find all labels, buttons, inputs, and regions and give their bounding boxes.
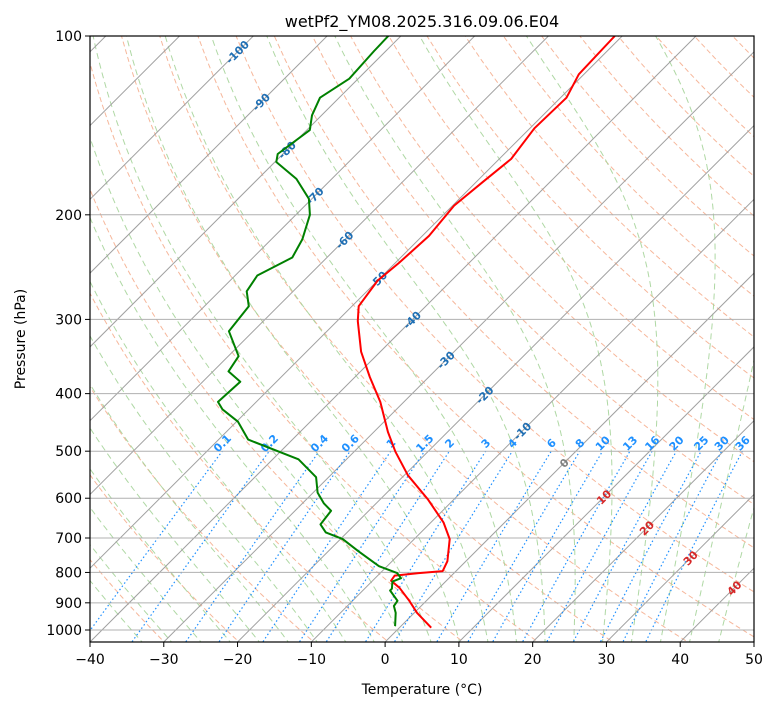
y-tick-label: 800 bbox=[55, 565, 82, 581]
mixing-ratio-line bbox=[364, 450, 487, 642]
isotherm bbox=[90, 36, 550, 496]
dry-adiabat bbox=[464, 36, 754, 338]
y-tick-label: 600 bbox=[55, 491, 82, 507]
dry-adiabat bbox=[90, 61, 539, 642]
axes: −40 −30 −20 −10 0 10 20 30 40 50 100 200 300 400 500 60… bbox=[46, 29, 763, 668]
x-tick-label: 50 bbox=[745, 652, 763, 668]
isotherm bbox=[384, 272, 754, 642]
isotherm bbox=[90, 36, 623, 569]
dry-adiabat bbox=[311, 36, 754, 506]
x-tick-label: −20 bbox=[223, 652, 253, 668]
mixing-ratio-line bbox=[645, 450, 743, 642]
mixing-ratio-line bbox=[491, 450, 604, 642]
dry-adiabat bbox=[197, 36, 754, 638]
moist-adiabat bbox=[90, 383, 289, 642]
isotherm bbox=[90, 36, 328, 274]
y-tick-label: 500 bbox=[55, 444, 82, 460]
isotherm bbox=[236, 124, 754, 642]
mixing-ratio-line bbox=[393, 450, 513, 642]
mixing-ratio-line bbox=[572, 450, 677, 642]
mixing-ratio-line bbox=[325, 450, 450, 642]
mixing-ratio-line bbox=[622, 450, 723, 642]
x-tick-label: 0 bbox=[381, 652, 390, 668]
mixing-ratio-line bbox=[90, 450, 223, 632]
moist-adiabat bbox=[90, 506, 202, 642]
x-tick-label: 30 bbox=[598, 652, 616, 668]
y-tick-label: 900 bbox=[55, 596, 82, 612]
mixing-ratio-line bbox=[467, 450, 581, 642]
mixing-ratio-line bbox=[184, 450, 320, 642]
x-tick-label: −40 bbox=[75, 652, 105, 668]
x-tick-label: −30 bbox=[149, 652, 179, 668]
profiles bbox=[217, 36, 616, 629]
isotherm bbox=[531, 419, 754, 642]
mixing-ratio-line bbox=[599, 450, 702, 642]
dewpoint-profile bbox=[217, 36, 402, 627]
x-tick-label: 10 bbox=[450, 652, 468, 668]
plot-frame bbox=[89, 35, 755, 643]
pressure-grid bbox=[90, 36, 754, 631]
chart-title: wetPf2_YM08.2025.316.09.06.E04 bbox=[285, 12, 559, 32]
isotherm bbox=[163, 51, 754, 642]
isotherm bbox=[90, 36, 697, 642]
isotherm bbox=[90, 36, 476, 422]
y-tick-label: 700 bbox=[55, 531, 82, 547]
mixing-ratio-line bbox=[262, 450, 392, 642]
isotherm bbox=[310, 198, 754, 642]
moist-adiabat bbox=[90, 136, 404, 642]
x-tick-label: 40 bbox=[671, 652, 689, 668]
x-axis-label: Temperature (°C) bbox=[361, 682, 483, 698]
y-axis-label: Pressure (hPa) bbox=[13, 289, 29, 389]
isotherm bbox=[90, 36, 255, 201]
y-tick-label: 300 bbox=[55, 312, 82, 328]
y-tick-label: 100 bbox=[55, 29, 82, 45]
moist-adiabat bbox=[90, 427, 261, 642]
isotherm bbox=[458, 346, 754, 642]
x-tick-label: 20 bbox=[524, 652, 542, 668]
mixing-ratio-line bbox=[131, 450, 270, 642]
y-tick-label: 400 bbox=[55, 387, 82, 403]
dry-adiabat bbox=[502, 36, 754, 297]
dry-adiabat bbox=[388, 36, 754, 421]
mixing-ratio-line bbox=[298, 450, 426, 642]
y-tick-label: 1000 bbox=[46, 623, 82, 639]
y-tick-label: 200 bbox=[55, 208, 82, 224]
isotherm bbox=[605, 493, 754, 642]
temperature-profile bbox=[356, 36, 616, 629]
moist-adiabat bbox=[90, 216, 375, 642]
dry-adiabat bbox=[235, 36, 754, 593]
x-tick-label: −10 bbox=[297, 652, 327, 668]
